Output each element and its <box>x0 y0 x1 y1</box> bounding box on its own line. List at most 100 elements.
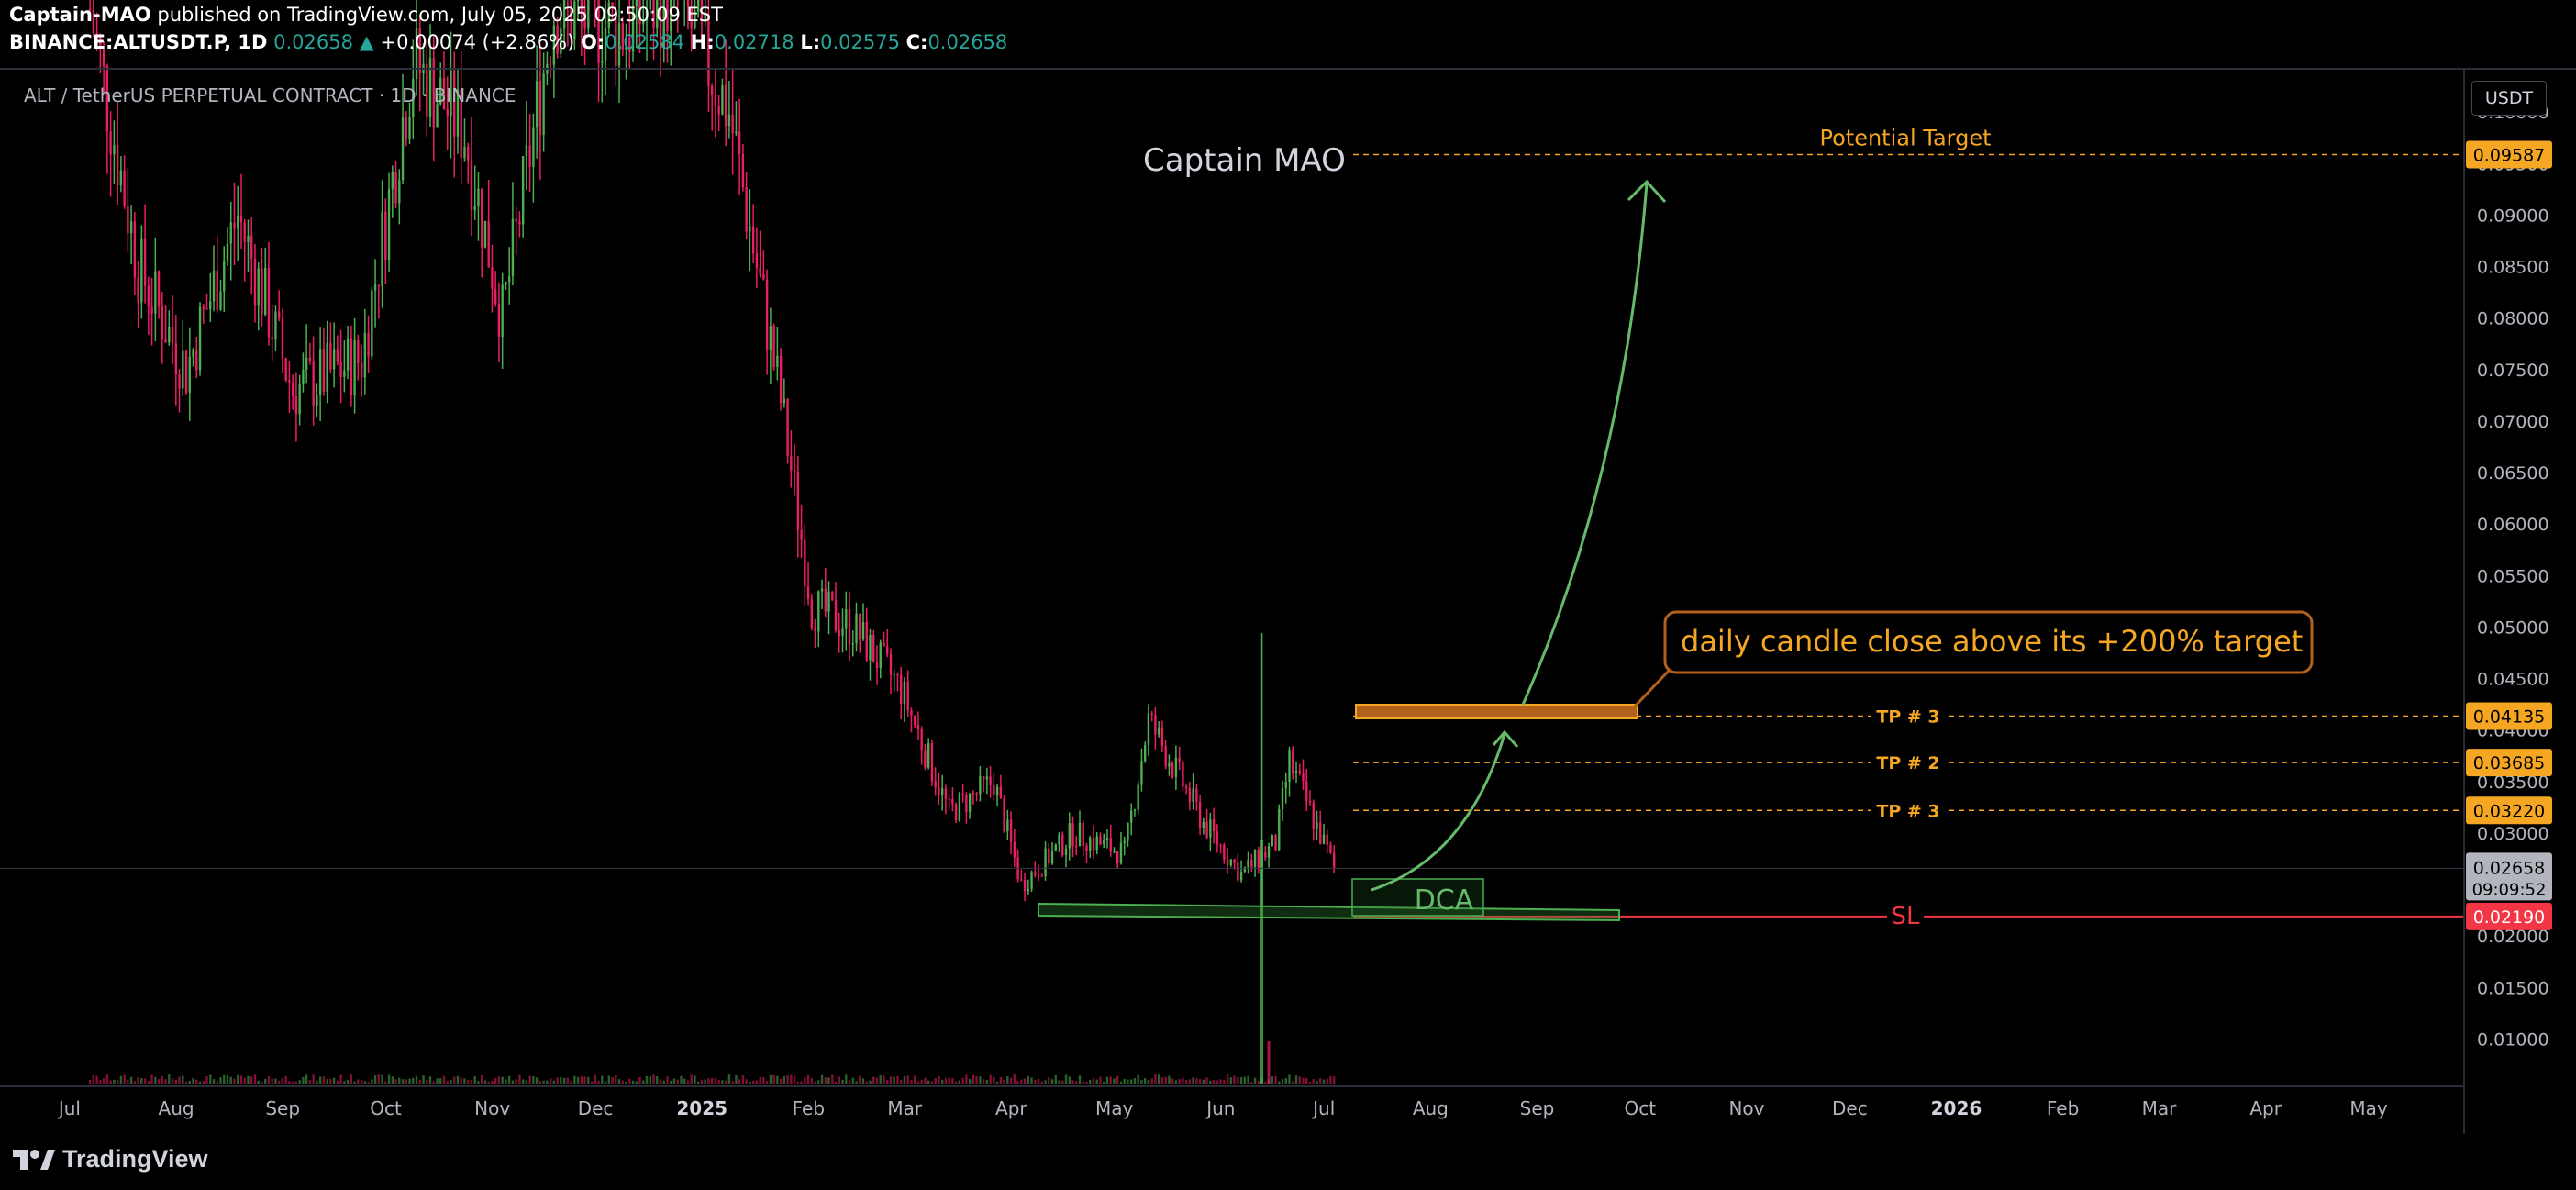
publish-header: Captain-MAO published on TradingView.com… <box>9 4 723 26</box>
candle-body <box>1061 834 1064 856</box>
candle-body <box>1329 844 1332 853</box>
volume-bar <box>721 1080 724 1084</box>
candle-body <box>1326 834 1328 845</box>
target-label: TP # 3 <box>1876 801 1939 821</box>
volume-bar <box>920 1079 923 1084</box>
time-axis[interactable]: Jul Aug Sep Oct Nov Dec 2025 Feb Mar Apr May Jun Jul… <box>0 68 2576 1119</box>
candle-body <box>635 0 638 6</box>
candle-body <box>415 27 418 79</box>
volume-bar <box>631 1080 635 1084</box>
candle-body <box>806 586 810 600</box>
volume-bar <box>938 1075 940 1084</box>
candle-body <box>1188 787 1192 802</box>
time-tick-label: May <box>1095 1097 1134 1119</box>
candle-body <box>473 206 476 210</box>
volume-bar <box>1123 1078 1126 1084</box>
volume-bar <box>302 1076 305 1084</box>
candle-body <box>195 349 198 371</box>
volume-bar <box>360 1080 363 1084</box>
price-axis[interactable]: 0.100000.095000.090000.085000.080000.075… <box>2463 69 2552 1134</box>
short-arrow[interactable] <box>1371 733 1506 892</box>
price-tick-label: 0.07500 <box>2477 361 2549 381</box>
volume-bar <box>751 1080 755 1084</box>
volume-bar <box>1195 1078 1198 1084</box>
current-price-text: 0.02658 <box>2473 858 2546 878</box>
candle-body <box>916 725 920 730</box>
candle-body <box>920 729 923 751</box>
long-arrow[interactable] <box>1521 183 1649 706</box>
price-tick-label: 0.08000 <box>2477 309 2549 329</box>
candle-body <box>318 349 322 395</box>
volume-bar <box>257 1080 260 1084</box>
time-tick-label: Nov <box>474 1097 510 1119</box>
time-tick-label: 2025 <box>676 1097 727 1119</box>
volume-bar <box>1226 1074 1229 1084</box>
volume-bar <box>896 1075 899 1084</box>
volume-bar <box>1099 1076 1102 1084</box>
volume-bar <box>184 1081 188 1084</box>
candle-body <box>820 588 824 592</box>
volume-bar <box>995 1081 999 1084</box>
volume-bar <box>916 1081 920 1084</box>
volume-bar <box>415 1076 418 1084</box>
volume-bar <box>1219 1079 1222 1084</box>
candle-body <box>442 77 446 109</box>
candle-body <box>312 361 315 406</box>
candle-body <box>150 306 153 314</box>
volume-bar <box>590 1081 594 1084</box>
volume-bar <box>838 1076 840 1084</box>
volume-bar <box>1250 1081 1253 1084</box>
candle-body <box>731 114 734 134</box>
volume-bar <box>848 1080 851 1084</box>
candle-body <box>1294 771 1298 773</box>
brand-name: TradingView <box>62 1145 208 1173</box>
dca-box[interactable] <box>1351 878 1484 917</box>
support-zone[interactable] <box>1038 902 1620 922</box>
volume-bar <box>229 1076 232 1084</box>
candle-body <box>1202 821 1205 829</box>
volume-bar <box>944 1078 948 1084</box>
candle-body <box>377 284 381 286</box>
volume-bar <box>168 1074 171 1084</box>
candle-body <box>1006 819 1009 832</box>
candle-body <box>1085 845 1088 851</box>
candle-body <box>294 396 298 415</box>
candle-body <box>460 89 462 159</box>
volume-bar <box>1119 1081 1123 1084</box>
volume-bar <box>453 1076 456 1084</box>
candle-body <box>367 333 370 357</box>
candle-body <box>1160 728 1164 746</box>
price-tick-label: 0.06500 <box>2477 463 2549 484</box>
candle-body <box>751 226 755 254</box>
candle-body <box>1044 848 1047 877</box>
time-tick-label: Mar <box>2142 1097 2178 1119</box>
candle-body <box>1223 844 1226 861</box>
candle-body <box>762 273 765 280</box>
candle-body <box>188 356 191 393</box>
volume-bar <box>993 1076 995 1084</box>
target-label: TP # 2 <box>1876 753 1939 773</box>
candle-body <box>786 398 789 456</box>
candle-body <box>487 221 490 268</box>
candle-body <box>1302 773 1305 782</box>
volume-bar <box>645 1075 649 1084</box>
volume-bar <box>1212 1079 1216 1084</box>
candle-body <box>129 221 133 234</box>
tradingview-logo[interactable]: TradingView <box>11 1145 208 1173</box>
volume-bar <box>913 1075 916 1084</box>
currency-button[interactable]: USDT <box>2471 81 2547 116</box>
up-triangle-icon: ▲ <box>359 31 374 53</box>
candle-body <box>727 114 731 126</box>
symbol-name[interactable]: BINANCE:ALTUSDT.P, 1D <box>9 31 268 53</box>
author-name[interactable]: Captain-MAO <box>9 4 151 26</box>
callout-box[interactable] <box>1663 610 2314 674</box>
time-tick-label: Nov <box>1728 1097 1764 1119</box>
volume-bar <box>690 1074 693 1084</box>
candle-body <box>1333 852 1336 869</box>
volume-bar <box>749 1081 751 1084</box>
breakout-zone[interactable] <box>1355 704 1638 719</box>
volume-bar <box>326 1079 328 1084</box>
volume-bar <box>99 1080 102 1084</box>
volume-bar <box>972 1074 975 1084</box>
